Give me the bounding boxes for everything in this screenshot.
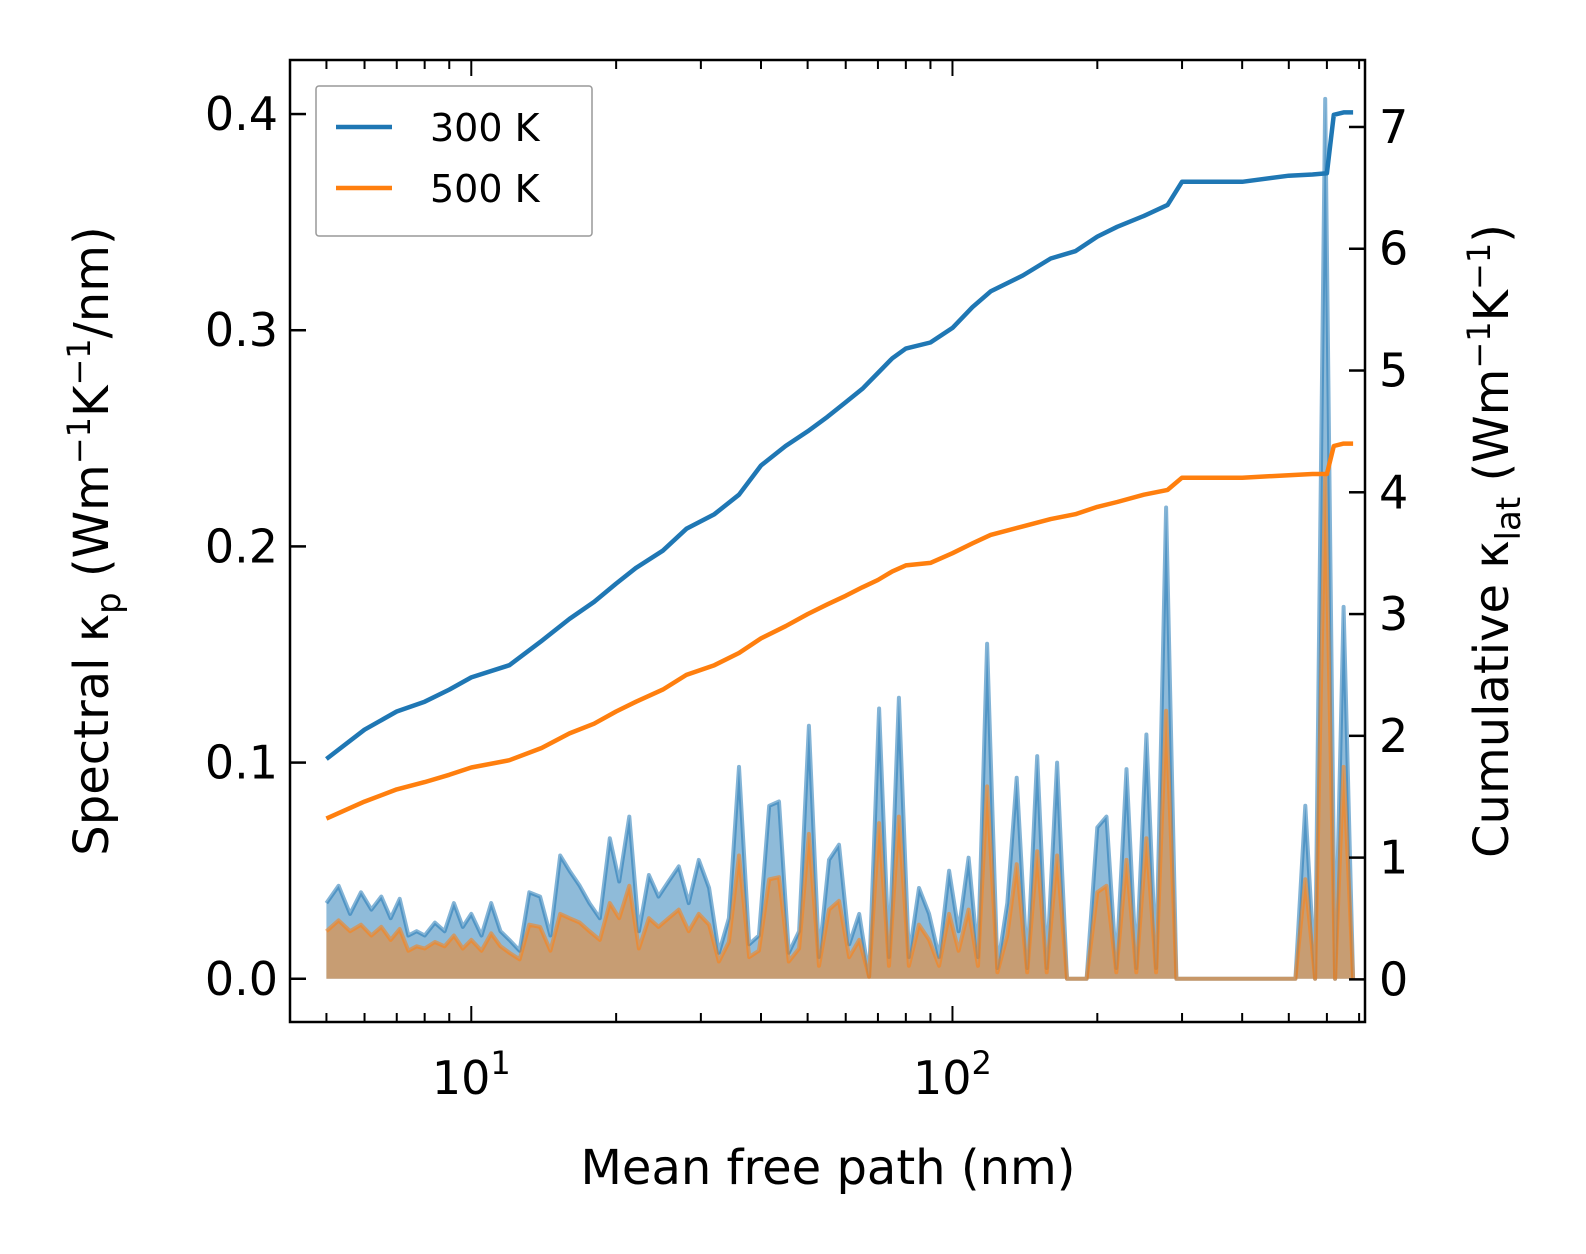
axis-tick-labels: 0.0 0.1 0.2 0.3 0.4 0 1 2 3 4 5 6 7 101 102 <box>205 87 1408 1105</box>
legend-label-500k: 500 K <box>430 167 541 211</box>
right-y-tick-label: 1 <box>1379 831 1408 885</box>
right-y-tick-label: 3 <box>1379 587 1408 641</box>
left-axis-title: Spectral κp (Wm−1K−1/nm) <box>60 226 129 855</box>
x-tick-label: 102 <box>913 1044 992 1105</box>
spectral-fills <box>324 96 1356 981</box>
left-y-tick-label: 0.0 <box>205 952 278 1006</box>
left-y-tick-label: 0.1 <box>205 736 278 790</box>
right-y-tick-label: 6 <box>1379 222 1408 276</box>
left-y-tick-label: 0.3 <box>205 303 278 357</box>
left-y-tick-label: 0.2 <box>205 519 278 573</box>
cumulative-line-500k <box>325 441 1354 821</box>
right-axis-title: Cumulative κlat (Wm−1K−1) <box>1460 224 1529 858</box>
right-y-tick-label: 7 <box>1379 100 1408 154</box>
series-lines <box>325 110 1354 821</box>
legend: 300 K 500 K <box>315 85 593 237</box>
right-y-tick-label: 5 <box>1379 344 1408 398</box>
x-tick-label: 101 <box>432 1044 511 1105</box>
legend-box <box>315 85 593 237</box>
spectral-line-500k <box>325 475 1356 981</box>
axis-ticks <box>290 60 1365 1022</box>
left-y-tick-label: 0.4 <box>205 87 278 141</box>
right-y-tick-label: 2 <box>1379 709 1408 763</box>
cumulative-line-300k <box>325 110 1354 761</box>
right-y-tick-label: 0 <box>1379 952 1408 1006</box>
x-axis-title: Mean free path (nm) <box>581 1140 1076 1196</box>
right-y-tick-label: 4 <box>1379 465 1408 519</box>
plot-frame <box>288 58 1367 1024</box>
legend-label-300k: 300 K <box>430 106 541 150</box>
